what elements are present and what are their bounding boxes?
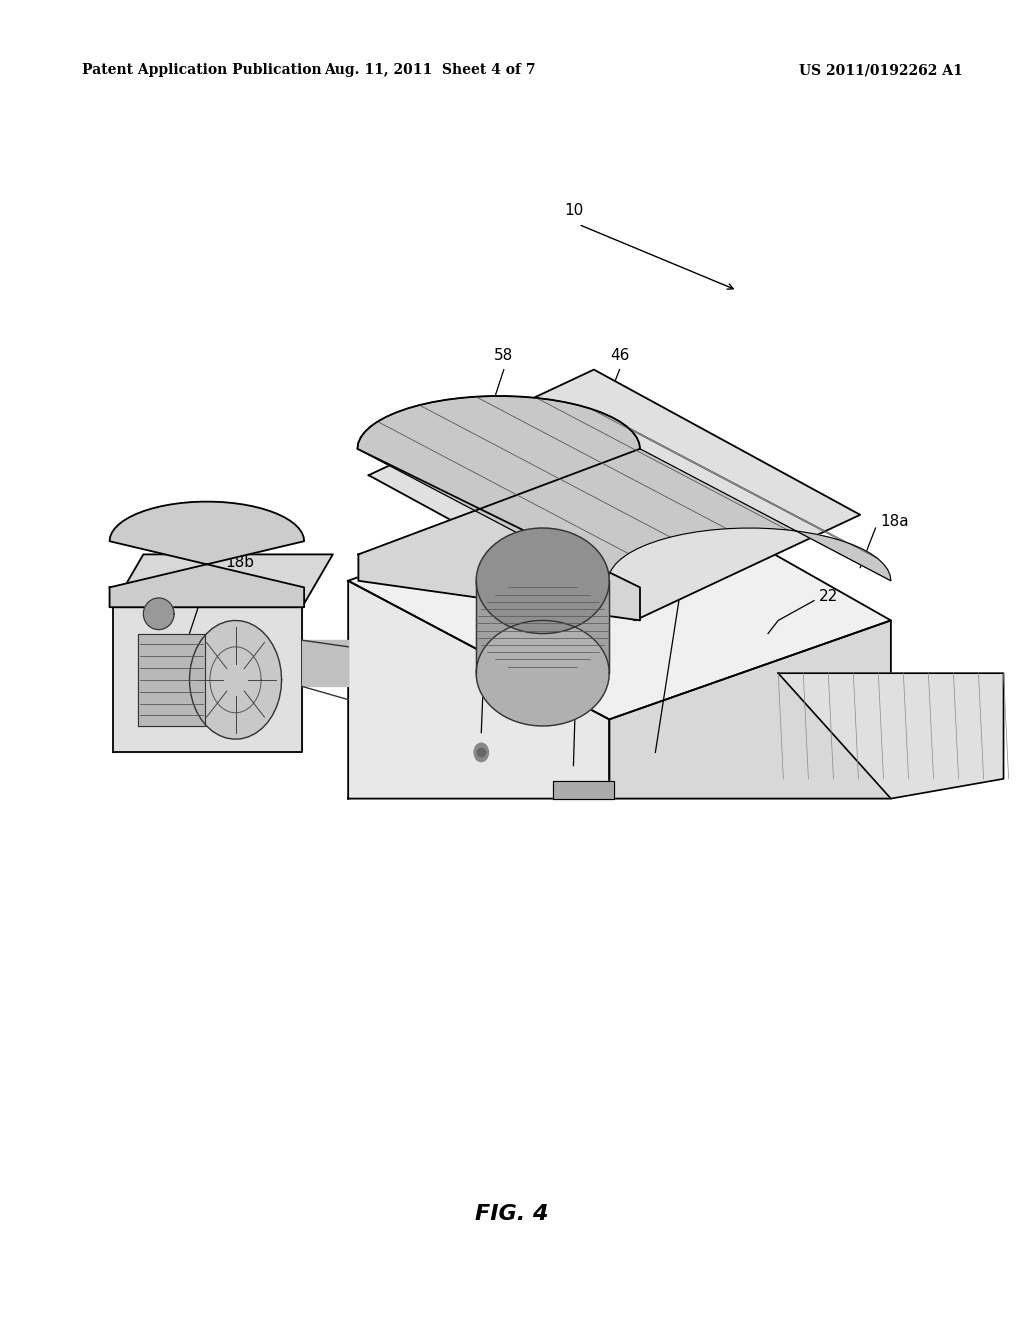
Text: 14: 14 (566, 507, 585, 521)
Text: 66: 66 (469, 507, 489, 521)
Polygon shape (553, 781, 614, 799)
Circle shape (474, 743, 488, 762)
Text: 18a: 18a (881, 513, 909, 529)
Polygon shape (369, 370, 860, 620)
Polygon shape (476, 528, 609, 634)
Polygon shape (113, 607, 302, 752)
Text: 58: 58 (495, 348, 513, 363)
Polygon shape (357, 396, 891, 581)
Polygon shape (348, 475, 891, 719)
Polygon shape (113, 554, 333, 607)
Polygon shape (110, 502, 304, 607)
Text: 46: 46 (610, 348, 629, 363)
Text: FIG. 4: FIG. 4 (475, 1204, 549, 1225)
Text: 18b: 18b (225, 556, 254, 570)
Polygon shape (348, 581, 609, 799)
Polygon shape (778, 673, 1004, 799)
Text: 10: 10 (564, 203, 583, 218)
Text: Patent Application Publication: Patent Application Publication (82, 63, 322, 78)
Polygon shape (609, 620, 891, 799)
Text: 22: 22 (819, 589, 839, 605)
Polygon shape (138, 634, 205, 726)
Polygon shape (357, 396, 640, 620)
Text: Aug. 11, 2011  Sheet 4 of 7: Aug. 11, 2011 Sheet 4 of 7 (325, 63, 536, 78)
Text: 54: 54 (717, 546, 736, 562)
Polygon shape (189, 620, 282, 739)
Polygon shape (143, 598, 174, 630)
Text: US 2011/0192262 A1: US 2011/0192262 A1 (799, 63, 963, 78)
Polygon shape (476, 620, 609, 726)
